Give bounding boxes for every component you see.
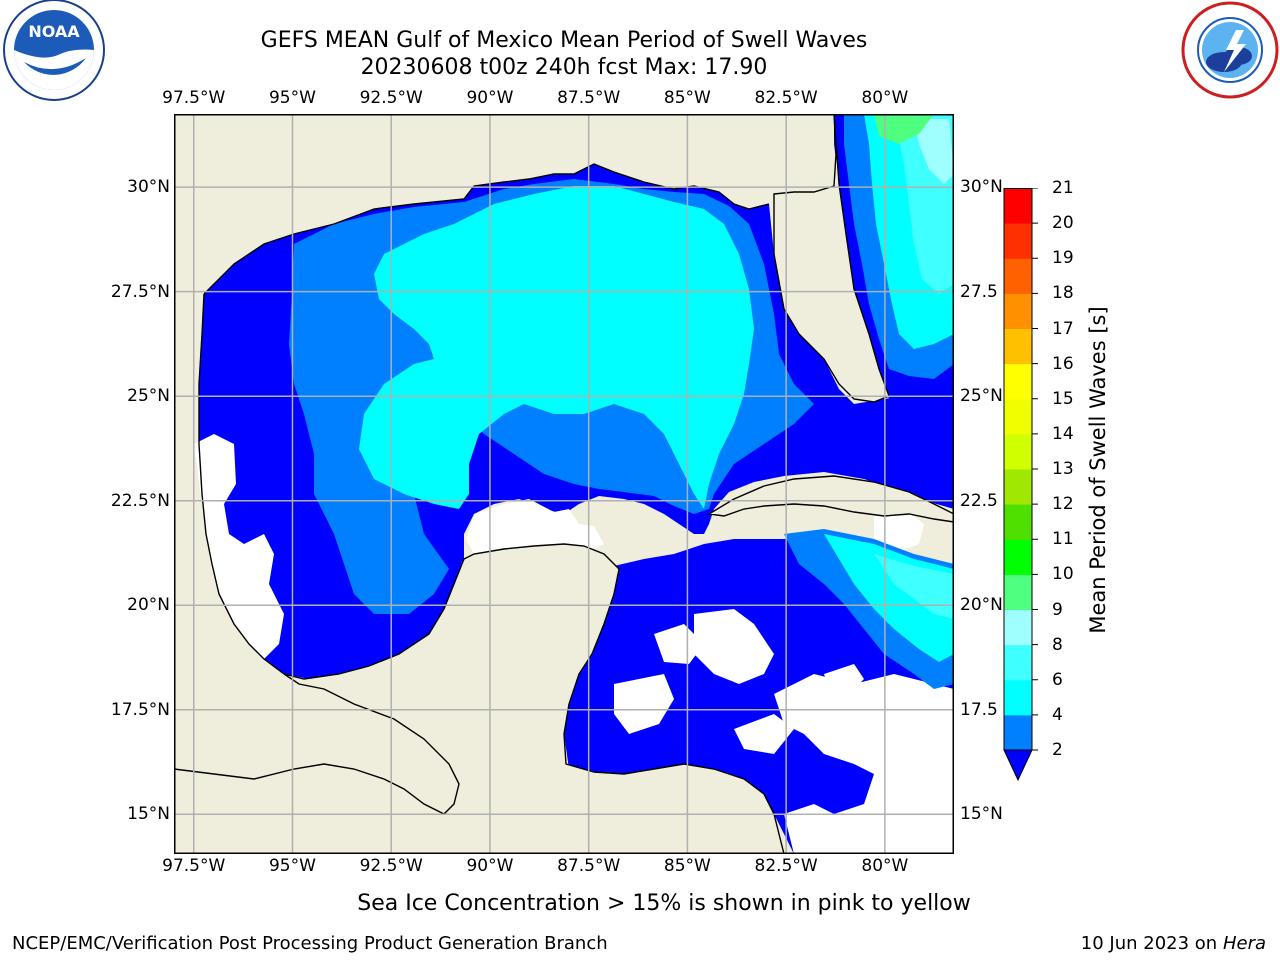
longitude-tick-label: 85°W — [663, 88, 711, 108]
northern-coastline — [203, 163, 770, 295]
colorbar-segment — [1004, 504, 1032, 540]
colorbar-label: Mean Period of Swell Waves [s] — [1086, 306, 1110, 634]
map-panel — [174, 114, 954, 854]
footer-date: 10 Jun 2023 on — [1080, 933, 1218, 954]
colorbar-segment — [1004, 258, 1032, 294]
latitude-tick-label: 27.5°N — [110, 281, 170, 302]
latitude-tick-label: 25°N — [127, 386, 170, 407]
graticule — [174, 114, 954, 854]
map-frame — [174, 114, 954, 854]
latitude-tick-label: 17.5°N — [110, 699, 170, 720]
colorbar-tick-label: 13 — [1052, 459, 1074, 479]
colorbar-tick-label: 16 — [1052, 353, 1074, 374]
longitude-tick-label: 85°W — [663, 856, 711, 876]
longitude-tick-label: 97.5°W — [162, 88, 226, 108]
colorbar-segment — [1004, 469, 1032, 505]
colorbar-scale — [1003, 187, 1038, 782]
caribbean-band-high — [824, 534, 954, 662]
colorbar-tick-label: 21 — [1052, 178, 1074, 198]
longitude-tick-label: 82.5°W — [754, 856, 818, 876]
latitude-tick-label-right: 17.5 — [960, 699, 998, 720]
latitude-tick-label-right: 20°N — [960, 595, 1003, 616]
footer-host: Hera — [1222, 933, 1266, 954]
western-coastline — [198, 293, 285, 675]
atlantic-band-pale — [914, 119, 954, 184]
latitude-tick-label-right: 30°N — [960, 177, 1003, 198]
latitude-tick-label-right: 15°N — [960, 804, 1003, 825]
colorbar-segment — [1004, 328, 1032, 365]
colorbar-segment — [1004, 609, 1032, 646]
colorbar-tick-label: 17 — [1052, 318, 1074, 339]
swell-band-high — [359, 186, 754, 509]
colorbar-tick-label: 10 — [1052, 564, 1074, 585]
colorbar-extend-arrow — [1003, 749, 1033, 782]
colorbar-segment — [1004, 679, 1032, 716]
longitude-tick-label: 95°W — [268, 856, 316, 876]
longitude-tick-label: 95°W — [268, 88, 316, 108]
longitude-tick-label: 80°W — [861, 856, 909, 876]
colorbar-tick-label: 19 — [1052, 248, 1074, 269]
latitude-tick-label-right: 22.5 — [960, 490, 998, 511]
caribbean-band-light — [874, 554, 954, 619]
colorbar-segment — [1004, 188, 1032, 224]
footer-timestamp: 10 Jun 2023 on Hera — [1081, 933, 1266, 954]
missing-data-areas — [194, 389, 954, 854]
longitude-tick-label: 92.5°W — [359, 88, 423, 108]
colorbar-tick-label: 9 — [1052, 599, 1063, 620]
colorbar-segment — [1004, 539, 1032, 575]
colorbar-tick-label: 11 — [1052, 529, 1074, 550]
longitude-tick-label: 92.5°W — [359, 856, 423, 876]
colorbar-segment — [1004, 433, 1032, 470]
latitude-tick-label-right: 25°N — [960, 386, 1003, 407]
longitude-tick-label: 80°W — [861, 88, 909, 108]
nws-logo — [1176, 0, 1280, 100]
map-title: GEFS MEAN Gulf of Mexico Mean Period of … — [260, 28, 868, 53]
colorbar-tick-label: 15 — [1052, 388, 1074, 409]
svg-text:NOAA: NOAA — [28, 22, 80, 41]
colorbar-tick-label: 18 — [1052, 283, 1074, 304]
colorbar-segment — [1004, 644, 1032, 681]
colorbar-segment — [1004, 398, 1032, 435]
latitude-tick-label: 20°N — [127, 595, 170, 616]
colorbar-segment — [1004, 223, 1032, 259]
atlantic-band-green — [874, 114, 934, 144]
longitude-tick-label: 90°W — [466, 88, 514, 108]
colorbar-tick-label: 2 — [1052, 740, 1063, 760]
longitude-tick-label: 90°W — [466, 856, 514, 876]
colorbar-tick-label: 12 — [1052, 494, 1074, 515]
colorbar-tick-label: 8 — [1052, 634, 1063, 655]
colorbar-tick-label: 6 — [1052, 669, 1063, 690]
sea-ice-note: Sea Ice Concentration > 15% is shown in … — [357, 891, 971, 916]
longitude-tick-label: 87.5°W — [557, 88, 621, 108]
colorbar-segment — [1004, 574, 1032, 610]
colorbar-tick-label: 20 — [1052, 213, 1074, 234]
noaa-logo: NOAA — [2, 0, 106, 104]
colorbar — [1000, 187, 1040, 784]
longitude-tick-label: 97.5°W — [162, 856, 226, 876]
colorbar-segment — [1004, 714, 1032, 751]
colorbar-segment — [1004, 293, 1032, 329]
colorbar-tick-label: 4 — [1052, 704, 1063, 725]
latitude-tick-label: 22.5°N — [110, 490, 170, 511]
longitude-tick-label: 82.5°W — [754, 88, 818, 108]
map-subtitle: 20230608 t00z 240h fcst Max: 17.90 — [360, 55, 768, 80]
latitude-tick-label-right: 27.5 — [960, 281, 998, 302]
longitude-tick-label: 87.5°W — [557, 856, 621, 876]
latitude-tick-label: 15°N — [127, 804, 170, 825]
swell-period-map — [174, 114, 954, 854]
colorbar-segment — [1004, 363, 1032, 400]
footer-credit: NCEP/EMC/Verification Post Processing Pr… — [12, 933, 608, 954]
colorbar-tick-label: 14 — [1052, 423, 1074, 444]
latitude-tick-label: 30°N — [127, 177, 170, 198]
